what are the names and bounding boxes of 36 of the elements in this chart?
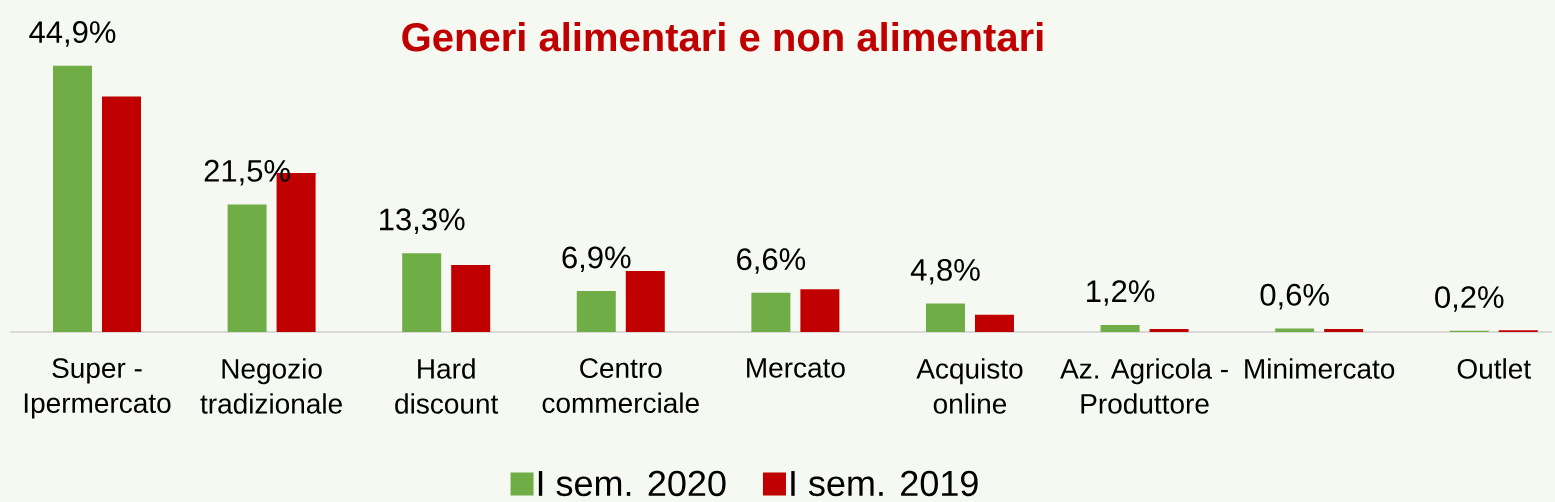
legend-label: I sem. 2019 bbox=[791, 470, 978, 497]
x-tick-label: Mercato bbox=[747, 358, 845, 378]
legend-label: I sem. 2020 bbox=[538, 470, 726, 497]
x-tick-label: Minimercato bbox=[1245, 358, 1395, 379]
bar bbox=[1324, 329, 1364, 332]
x-tick-label: Acquisto online bbox=[916, 358, 1023, 414]
data-label: 0,6% bbox=[1260, 283, 1329, 310]
x-tick-label: Hard discount bbox=[395, 358, 499, 414]
data-label: 21,5% bbox=[204, 159, 290, 186]
data-label: 0,2% bbox=[1435, 286, 1504, 312]
bar bbox=[1100, 324, 1140, 332]
data-label: 1,2% bbox=[1087, 280, 1155, 306]
chart-title: Generi alimentari e non alimentari bbox=[402, 22, 1043, 52]
bar bbox=[1149, 329, 1189, 332]
x-tick-label: Negozio tradizionale bbox=[200, 358, 342, 414]
bar bbox=[800, 289, 840, 332]
x-tick-label: Super - Ipermercato bbox=[24, 358, 171, 419]
data-label: 4,8% bbox=[910, 258, 980, 285]
data-label: 6,9% bbox=[562, 246, 631, 273]
bar bbox=[925, 303, 965, 332]
bar bbox=[402, 253, 442, 332]
bar bbox=[974, 314, 1014, 332]
bar bbox=[576, 291, 616, 332]
bar bbox=[102, 96, 141, 332]
bar bbox=[53, 65, 92, 332]
data-label: 44,9% bbox=[29, 21, 116, 47]
data-label: 13,3% bbox=[380, 208, 465, 235]
bar bbox=[625, 270, 665, 332]
x-tick-label: Outlet bbox=[1457, 358, 1531, 379]
bar bbox=[451, 264, 491, 332]
x-tick-label: Az. Agricola - Produttore bbox=[1060, 358, 1228, 414]
data-label: 6,6% bbox=[737, 248, 806, 274]
x-tick-label: Centro commerciale bbox=[542, 358, 699, 414]
bar bbox=[751, 292, 791, 332]
bar bbox=[227, 204, 267, 332]
bar bbox=[1275, 328, 1315, 332]
